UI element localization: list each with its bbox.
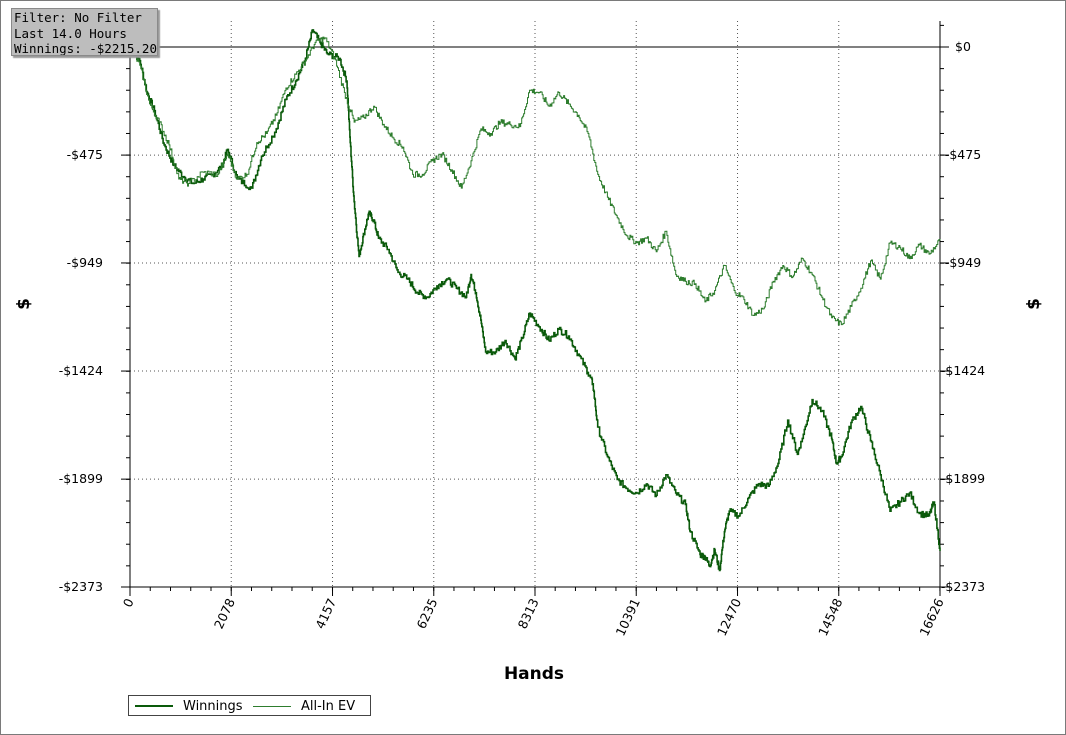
legend-item-winnings: Winnings bbox=[135, 698, 243, 714]
x-tick-label: 4157 bbox=[312, 596, 339, 631]
legend-swatch-winnings bbox=[135, 705, 173, 707]
x-tick-label: 14548 bbox=[815, 596, 845, 638]
y-tick-label-left: -$949 bbox=[67, 255, 103, 270]
y-tick-label-right: -$1424 bbox=[941, 363, 985, 378]
x-tick-label: 10391 bbox=[613, 596, 643, 638]
y-tick-label-left: -$475 bbox=[67, 147, 103, 162]
winnings-text: Winnings: -$2215.20 bbox=[14, 41, 157, 56]
x-tick-label: 8313 bbox=[515, 596, 542, 631]
x-axis-title: Hands bbox=[504, 664, 564, 684]
y-tick-label-right: -$949 bbox=[945, 255, 981, 270]
y-tick-label-right: -$475 bbox=[945, 147, 981, 162]
y-tick-label-left: -$2373 bbox=[59, 579, 103, 594]
legend-label-allin-ev: All-In EV bbox=[301, 698, 356, 714]
series-layer bbox=[130, 29, 941, 572]
y-tick-label-right: -$1899 bbox=[941, 471, 985, 486]
chart-legend: Winnings All-In EV bbox=[128, 695, 371, 716]
x-tick-label: 6235 bbox=[413, 596, 440, 631]
x-tick-label: 0 bbox=[120, 596, 137, 610]
duration-text: Last 14.0 Hours bbox=[14, 25, 127, 41]
info-box: Filter: No Filter Last 14.0 Hours Winnin… bbox=[11, 8, 158, 56]
series-line-winnings bbox=[130, 29, 941, 572]
series-line-allin-ev bbox=[130, 36, 941, 326]
y-axis-title-left: $ bbox=[14, 298, 34, 310]
y-tick-label-right: -$2373 bbox=[941, 579, 985, 594]
legend-item-allin-ev: All-In EV bbox=[253, 698, 355, 714]
x-tick-label: 12470 bbox=[714, 596, 744, 638]
y-tick-label-right: $0 bbox=[955, 39, 971, 54]
grid-layer bbox=[130, 21, 940, 588]
legend-label-winnings: Winnings bbox=[183, 698, 243, 714]
x-tick-label: 2078 bbox=[211, 596, 238, 631]
filter-text: Filter: No Filter bbox=[14, 10, 142, 25]
x-tick-label: 16626 bbox=[916, 596, 946, 638]
legend-swatch-allin-ev bbox=[253, 705, 291, 707]
y-tick-label-left: -$1899 bbox=[59, 471, 103, 486]
axis-layer bbox=[121, 21, 949, 596]
y-tick-label-left: -$1424 bbox=[59, 363, 103, 378]
y-axis-title-right: $ bbox=[1024, 298, 1044, 310]
